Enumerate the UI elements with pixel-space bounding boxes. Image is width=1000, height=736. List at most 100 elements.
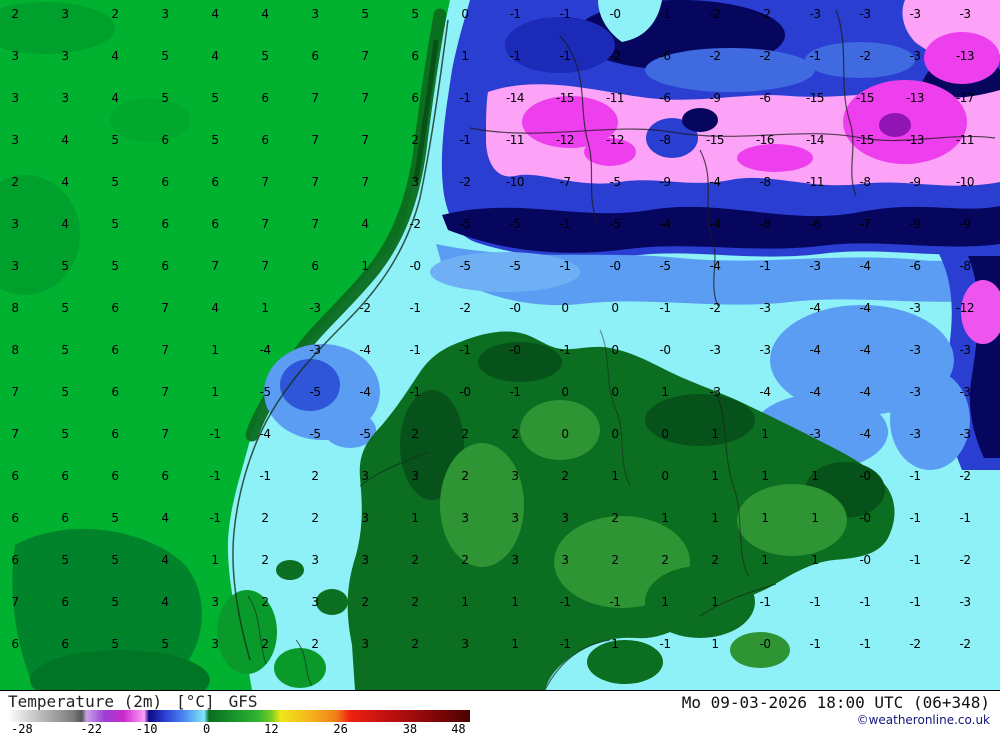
temp-value-label: 2 [611,511,619,525]
temp-value-label: -4 [259,427,271,441]
temp-value-label: 6 [111,301,119,315]
temp-value-label: 7 [11,385,19,399]
temp-value-label: 0 [461,7,469,21]
temp-value-label: -2 [959,469,971,483]
temp-value-label: 6 [111,427,119,441]
temp-value-label: -1 [409,301,421,315]
temp-value-label: 6 [61,469,69,483]
temp-value-label: -1 [209,469,221,483]
temp-value-label: -5 [659,259,671,273]
temp-value-label: 5 [111,511,119,525]
temp-value-label: 1 [411,511,419,525]
temp-value-label: -1 [559,343,571,357]
temp-value-label: 1 [711,511,719,525]
temp-value-label: -3 [809,427,821,441]
temp-value-label: 4 [111,91,119,105]
temp-value-label: -3 [909,343,921,357]
temp-value-label: 5 [61,259,69,273]
temp-value-label: -1 [509,49,521,63]
temp-value-label: 2 [561,469,569,483]
temp-value-label: 6 [411,49,419,63]
temp-value-label: 5 [61,385,69,399]
temp-value-label: -3 [959,385,971,399]
temp-value-label: 1 [811,469,819,483]
temp-value-label: 5 [111,259,119,273]
temp-value-label: -1 [909,595,921,609]
temp-value-label: 5 [111,133,119,147]
temp-value-label: -1 [259,469,271,483]
temp-value-label: 0 [561,301,569,315]
temp-value-label: -1 [459,133,471,147]
temp-value-label: -2 [859,49,871,63]
scale-tick-label: -10 [135,722,158,736]
temp-value-label: 1 [711,595,719,609]
temp-value-label: 4 [261,7,269,21]
temp-value-label: 2 [411,595,419,609]
temp-value-label: 4 [361,217,369,231]
temp-value-label: -3 [909,385,921,399]
temp-value-label: -1 [759,259,771,273]
temperature-scale: -28 -22 -10 0 12 26 38 48 [8,710,470,736]
temp-value-label: 5 [361,7,369,21]
temp-value-label: 2 [11,7,19,21]
temp-value-label: 3 [61,49,69,63]
scale-tick-label: 0 [203,722,211,736]
temp-value-label: 6 [161,133,169,147]
temp-value-label: -5 [609,217,621,231]
temp-value-label: 2 [461,469,469,483]
temp-value-label: 2 [261,595,269,609]
temp-value-label: 1 [461,49,469,63]
temp-value-label: -2 [409,217,421,231]
temp-value-label: -6 [909,259,921,273]
temp-value-label: 6 [211,217,219,231]
temp-value-label: -1 [559,595,571,609]
temp-value-label: -2 [909,637,921,651]
temp-value-label: 4 [161,595,169,609]
temp-value-label: 7 [161,385,169,399]
temp-value-label: 4 [61,133,69,147]
temp-value-label: -0 [659,343,671,357]
map-unit: [°C] [176,692,215,711]
temp-value-label: -4 [709,217,721,231]
temp-value-label: 5 [161,49,169,63]
temp-value-label: 2 [261,511,269,525]
copyright-link[interactable]: ©weatheronline.co.uk [856,713,990,727]
temp-value-label: 3 [361,553,369,567]
temp-value-label: 6 [161,469,169,483]
temp-value-label: -1 [559,217,571,231]
temp-value-label: 7 [161,301,169,315]
temp-value-label: -5 [509,259,521,273]
temp-value-label: 3 [411,469,419,483]
temp-value-label: -1 [909,469,921,483]
mild-green-region [0,0,450,690]
temp-value-label: -2 [759,7,771,21]
temp-value-label: -13 [905,133,925,147]
temp-value-label: 7 [311,175,319,189]
temp-value-label: 4 [61,175,69,189]
temp-value-label: -5 [509,217,521,231]
temp-value-label: 0 [611,385,619,399]
temp-value-label: -4 [859,385,871,399]
temp-value-label: 2 [11,175,19,189]
temp-value-label: 2 [261,637,269,651]
temp-value-label: -8 [859,175,871,189]
temp-value-label: 2 [511,427,519,441]
temp-value-label: -1 [659,301,671,315]
temp-value-label: -3 [309,301,321,315]
temp-value-label: 1 [461,595,469,609]
temp-value-label: -2 [359,301,371,315]
temp-value-label: -4 [659,217,671,231]
temp-value-label: -14 [505,91,525,105]
temp-value-label: -9 [909,175,921,189]
temp-value-label: 6 [11,469,19,483]
temp-value-label: -3 [959,595,971,609]
temp-value-label: -12 [955,301,975,315]
temp-value-label: -2 [759,49,771,63]
temp-value-label: -1 [859,637,871,651]
temp-value-label: -11 [505,133,525,147]
temp-value-label: -16 [755,133,775,147]
temp-value-label: -17 [955,91,975,105]
temp-value-label: 2 [461,553,469,567]
temp-value-label: -6 [809,217,821,231]
temp-value-label: 8 [11,343,19,357]
